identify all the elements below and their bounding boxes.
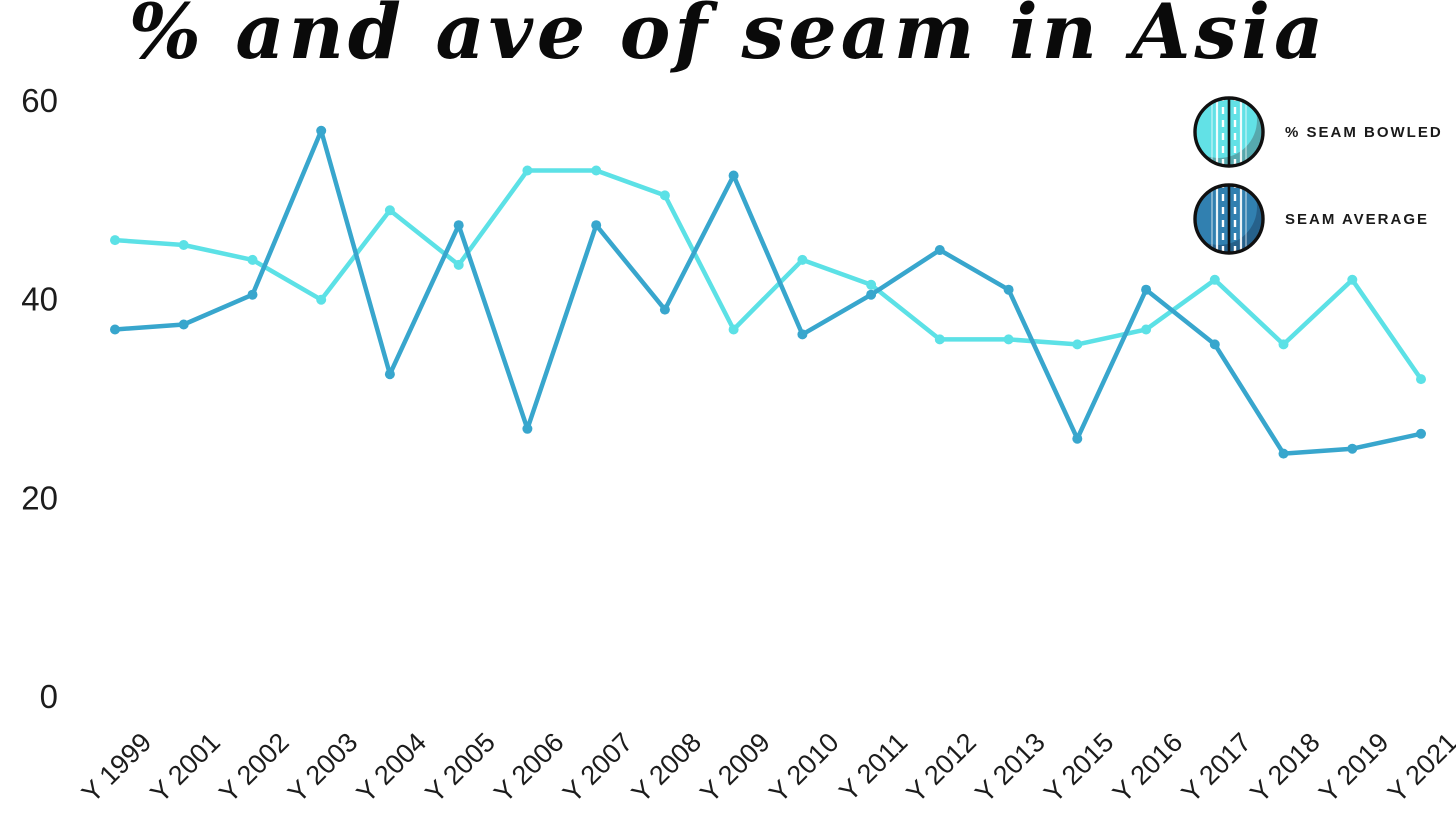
x-axis-label: Y 2001 xyxy=(145,727,226,808)
y-axis-tick-label: 60 xyxy=(21,82,58,119)
data-point-seam-average xyxy=(728,170,739,181)
y-axis-tick-label: 0 xyxy=(40,678,58,715)
legend: % SEAM BOWLED SEAM AVERAGE xyxy=(1191,94,1443,257)
data-point-seam-bowled xyxy=(1347,274,1358,285)
data-point-seam-bowled xyxy=(384,205,395,216)
cricket-ball-light-icon xyxy=(1193,96,1265,168)
data-point-seam-average xyxy=(866,289,877,300)
data-point-seam-average xyxy=(1072,433,1083,444)
page-title: % and ave of seam in Asia xyxy=(128,0,1328,76)
data-point-seam-bowled xyxy=(797,254,808,265)
x-axis-label: Y 2011 xyxy=(833,727,913,807)
x-axis-label: Y 2009 xyxy=(694,727,775,808)
data-point-seam-average xyxy=(316,125,327,136)
data-point-seam-bowled xyxy=(1278,339,1289,350)
data-point-seam-average xyxy=(247,289,258,300)
data-point-seam-bowled xyxy=(934,334,945,345)
data-point-seam-bowled xyxy=(866,279,877,290)
data-point-seam-bowled xyxy=(1072,339,1083,350)
x-axis-label: Y 2017 xyxy=(1176,727,1257,808)
data-point-seam-average xyxy=(453,220,464,231)
y-axis-tick-label: 20 xyxy=(21,479,58,516)
data-point-seam-bowled xyxy=(247,254,258,265)
data-point-seam-bowled xyxy=(453,259,464,270)
data-point-seam-bowled xyxy=(1003,334,1014,345)
x-axis-label: Y 2008 xyxy=(626,727,707,808)
series-line-seam-bowled xyxy=(112,168,1424,382)
legend-item-seam-bowled: % SEAM BOWLED xyxy=(1191,94,1443,170)
data-point-seam-bowled xyxy=(178,240,189,250)
data-point-seam-bowled xyxy=(1416,374,1426,385)
data-point-seam-average xyxy=(1347,443,1358,454)
data-point-seam-bowled xyxy=(1209,274,1220,285)
x-axis-label: Y 2003 xyxy=(282,727,363,808)
data-point-seam-average xyxy=(797,329,808,340)
data-point-seam-average xyxy=(1416,428,1426,439)
x-axis-label: Y 2006 xyxy=(488,727,569,808)
x-axis-label: Y 2012 xyxy=(901,727,982,808)
data-point-seam-bowled xyxy=(316,294,327,305)
x-axis-label: Y 2018 xyxy=(1244,727,1325,808)
cricket-ball-dark-icon xyxy=(1193,183,1265,255)
data-point-seam-average xyxy=(110,324,120,335)
y-axis-tick-label: 40 xyxy=(21,281,58,318)
data-point-seam-bowled xyxy=(728,324,739,335)
x-axis-label: Y 2015 xyxy=(1038,727,1119,808)
data-point-seam-bowled xyxy=(522,165,533,176)
cricket-ball-dark-icon xyxy=(1191,181,1267,257)
data-point-seam-average xyxy=(1003,284,1014,295)
x-axis-label: Y 2002 xyxy=(213,727,294,808)
data-point-seam-average xyxy=(522,423,533,434)
data-point-seam-average xyxy=(659,304,670,315)
x-axis-label: Y 1999 xyxy=(76,727,157,808)
data-point-seam-bowled xyxy=(591,165,602,176)
x-axis-label: Y 2013 xyxy=(969,727,1050,808)
x-axis-label: Y 2019 xyxy=(1313,727,1394,808)
x-axis-label: Y 2005 xyxy=(420,727,501,808)
data-point-seam-average xyxy=(934,245,945,255)
cricket-ball-light-icon xyxy=(1191,94,1267,170)
data-point-seam-bowled xyxy=(659,190,670,201)
legend-label-seam-bowled: % SEAM BOWLED xyxy=(1285,123,1443,141)
data-point-seam-average xyxy=(384,369,395,380)
legend-label-seam-average: SEAM AVERAGE xyxy=(1285,210,1430,228)
x-axis-label: Y 2010 xyxy=(763,727,844,808)
data-point-seam-average xyxy=(591,220,602,231)
x-axis-label: Y 2004 xyxy=(351,727,432,808)
data-point-seam-bowled xyxy=(110,235,120,246)
series-line-seam-average xyxy=(112,128,1424,456)
data-point-seam-average xyxy=(1141,284,1152,295)
x-axis-label: Y 2021 xyxy=(1382,727,1456,808)
data-point-seam-bowled xyxy=(1141,324,1152,335)
x-axis-label: Y 2007 xyxy=(557,727,638,808)
data-point-seam-average xyxy=(178,319,189,330)
data-point-seam-average xyxy=(1209,339,1220,350)
legend-item-seam-average: SEAM AVERAGE xyxy=(1191,181,1443,257)
x-axis-label: Y 2016 xyxy=(1107,727,1188,808)
data-point-seam-average xyxy=(1278,448,1289,459)
